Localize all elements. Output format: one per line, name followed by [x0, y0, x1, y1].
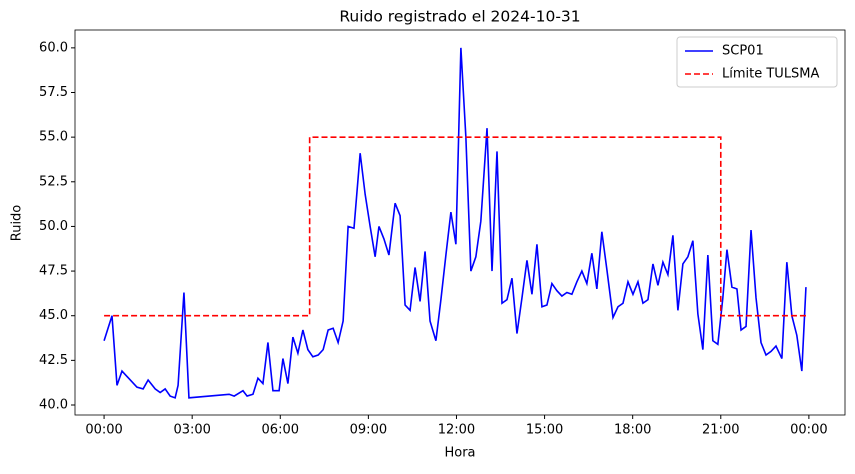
series-line	[103, 47, 807, 399]
x-tick-label: 06:00	[262, 423, 299, 438]
x-tick-label: 09:00	[350, 423, 387, 438]
y-tick-label: 47.5	[39, 264, 68, 279]
y-tick-label: 50.0	[39, 219, 68, 234]
x-tick-label: 21:00	[702, 423, 739, 438]
legend-label: SCP01	[722, 44, 764, 59]
x-tick-label: 03:00	[173, 423, 210, 438]
legend-box	[676, 36, 838, 88]
plot-frame	[74, 29, 846, 416]
series-line	[104, 136, 809, 317]
x-tick-label: 00:00	[790, 423, 827, 438]
y-tick-label: 52.5	[39, 174, 68, 189]
legend-label: Límite TULSMA	[722, 67, 820, 82]
x-tick-label: 18:00	[614, 423, 651, 438]
x-axis-label: Hora	[444, 446, 475, 461]
y-tick-label: 42.5	[39, 353, 68, 368]
y-tick-label: 40.0	[39, 398, 68, 413]
y-tick-label: 60.0	[39, 40, 68, 55]
x-tick-label: 00:00	[85, 423, 122, 438]
y-axis-label: Ruido	[10, 205, 25, 242]
y-tick-label: 55.0	[39, 130, 68, 145]
x-tick-label: 12:00	[438, 423, 475, 438]
x-tick-label: 15:00	[526, 423, 563, 438]
chart-title: Ruido registrado el 2024-10-31	[339, 8, 580, 26]
y-tick-label: 57.5	[39, 85, 68, 100]
y-tick-label: 45.0	[39, 308, 68, 323]
